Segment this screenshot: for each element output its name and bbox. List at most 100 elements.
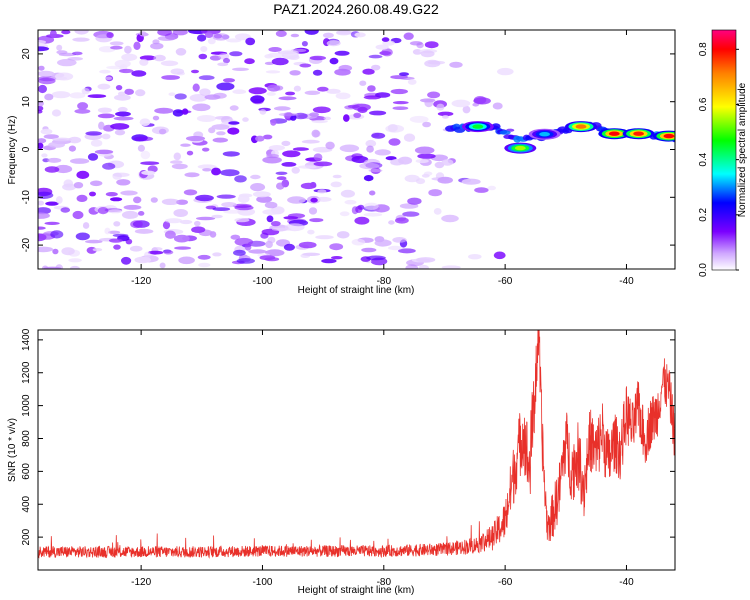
heatmap-cell xyxy=(385,156,397,161)
heatmap-cell xyxy=(415,178,426,185)
heatmap-cell xyxy=(184,172,200,178)
heatmap-cell xyxy=(375,92,391,98)
heatmap-cell xyxy=(44,221,60,225)
heatmap-cell xyxy=(416,257,436,263)
heatmap-cell xyxy=(301,139,320,144)
heatmap-cell xyxy=(420,50,435,58)
heatmap-cell xyxy=(323,116,332,121)
heatmap-cell xyxy=(233,249,246,256)
snr-xlabel: Height of straight line (km) xyxy=(298,585,415,596)
heatmap-cell xyxy=(329,57,339,65)
heatmap-cell xyxy=(192,103,211,112)
heatmap-cell xyxy=(220,169,240,177)
heatmap-cell xyxy=(354,216,370,225)
heatmap-cell xyxy=(338,64,353,72)
heatmap-cell xyxy=(334,50,350,56)
heatmap-cell xyxy=(135,89,146,97)
heatmap-cell xyxy=(395,217,409,224)
heatmap-cell xyxy=(234,217,250,223)
heatmap-y-tick-label: 10 xyxy=(21,96,32,108)
heatmap-cell xyxy=(390,88,408,95)
heatmap-cell xyxy=(422,121,431,128)
snr-ylabel: SNR (10 * v/v) xyxy=(7,418,18,482)
heatmap-cell xyxy=(405,264,419,269)
heatmap-cell xyxy=(200,46,208,52)
heatmap-cell xyxy=(282,150,301,158)
heatmap-cell xyxy=(366,145,374,153)
chart-title: PAZ1.2024.260.08.49.G22 xyxy=(273,1,439,17)
heatmap-cell xyxy=(271,57,289,66)
heatmap-cell xyxy=(157,30,172,36)
heatmap-cell xyxy=(124,88,134,95)
heatmap-cell xyxy=(368,169,383,173)
heatmap-cell xyxy=(309,55,326,61)
heatmap-cell xyxy=(38,77,56,85)
heatmap-cell xyxy=(300,253,311,258)
heatmap-cell xyxy=(351,238,366,246)
snr-panel: -120 -100 -80 -60 -40 200 400 600 800 1000 1200 14… xyxy=(7,328,676,596)
heatmap-cell xyxy=(118,68,134,74)
snr-y-tick-label: 1200 xyxy=(21,361,32,384)
heatmap-cell xyxy=(351,153,363,159)
heatmap-cell xyxy=(283,243,295,251)
heatmap-cell xyxy=(388,245,403,251)
heatmap-cell xyxy=(332,174,342,179)
snr-y-tick-label: 1400 xyxy=(21,328,32,351)
heatmap-cell xyxy=(106,32,114,39)
heatmap-cell xyxy=(340,189,355,198)
heatmap-cell xyxy=(97,113,115,119)
heatmap-cell xyxy=(325,141,335,150)
heatmap-cell xyxy=(98,121,105,130)
heatmap-cell xyxy=(116,179,131,186)
heatmap-cell xyxy=(313,153,323,161)
heatmap-cell xyxy=(311,129,320,138)
snr-frame xyxy=(37,329,676,571)
heatmap-cell xyxy=(461,178,481,185)
heatmap-cell xyxy=(170,68,185,75)
heatmap-cell xyxy=(317,86,329,92)
heatmap-cell xyxy=(487,185,496,191)
heatmap-cell xyxy=(363,202,379,210)
heatmap-cell xyxy=(388,138,401,146)
heatmap-cell xyxy=(87,94,107,98)
heatmap-cell xyxy=(234,205,254,211)
heatmap-cell xyxy=(199,88,211,96)
heatmap-cell xyxy=(204,94,221,100)
heatmap-cell xyxy=(151,247,163,251)
heatmap-cell xyxy=(133,196,142,204)
heatmap-cell xyxy=(237,194,250,203)
heatmap-cell xyxy=(375,44,389,50)
heatmap-cell xyxy=(216,82,235,91)
heatmap-cell xyxy=(230,234,241,240)
snr-y-tick-label: 1000 xyxy=(21,394,32,417)
heatmap-cell xyxy=(371,132,386,139)
heatmap-cell xyxy=(300,182,317,190)
heatmap-cell xyxy=(309,218,324,223)
heatmap-cell xyxy=(417,153,436,159)
heatmap-cell xyxy=(211,214,223,219)
heatmap-cell xyxy=(292,147,309,151)
heatmap-cell xyxy=(275,171,288,175)
heatmap-cell xyxy=(124,45,132,54)
heatmap-cell xyxy=(192,83,200,92)
heatmap-cell xyxy=(437,176,454,184)
heatmap-cell xyxy=(329,243,344,251)
heatmap-cell xyxy=(252,191,271,198)
heatmap-cell xyxy=(474,187,489,193)
colorbar-tick-label: 0.0 xyxy=(698,263,709,277)
colorbar-label: Normalized spectral amplitude xyxy=(737,82,748,217)
heatmap-cell xyxy=(197,164,217,169)
heatmap-cell xyxy=(179,219,193,225)
heatmap-cell xyxy=(313,161,333,167)
heatmap-cell xyxy=(61,247,75,256)
heatmap-cell xyxy=(250,95,265,104)
heatmap-cell xyxy=(407,197,422,205)
heatmap-cell xyxy=(89,191,96,197)
heatmap-cell xyxy=(173,234,190,243)
heatmap-cell xyxy=(175,48,187,56)
colorbar-tick-label: 0.6 xyxy=(698,97,709,111)
heatmap-cell xyxy=(44,166,60,173)
heatmap-cell xyxy=(265,70,281,74)
snr-y-tick-label: 200 xyxy=(21,528,32,545)
heatmap-cell xyxy=(150,42,164,50)
